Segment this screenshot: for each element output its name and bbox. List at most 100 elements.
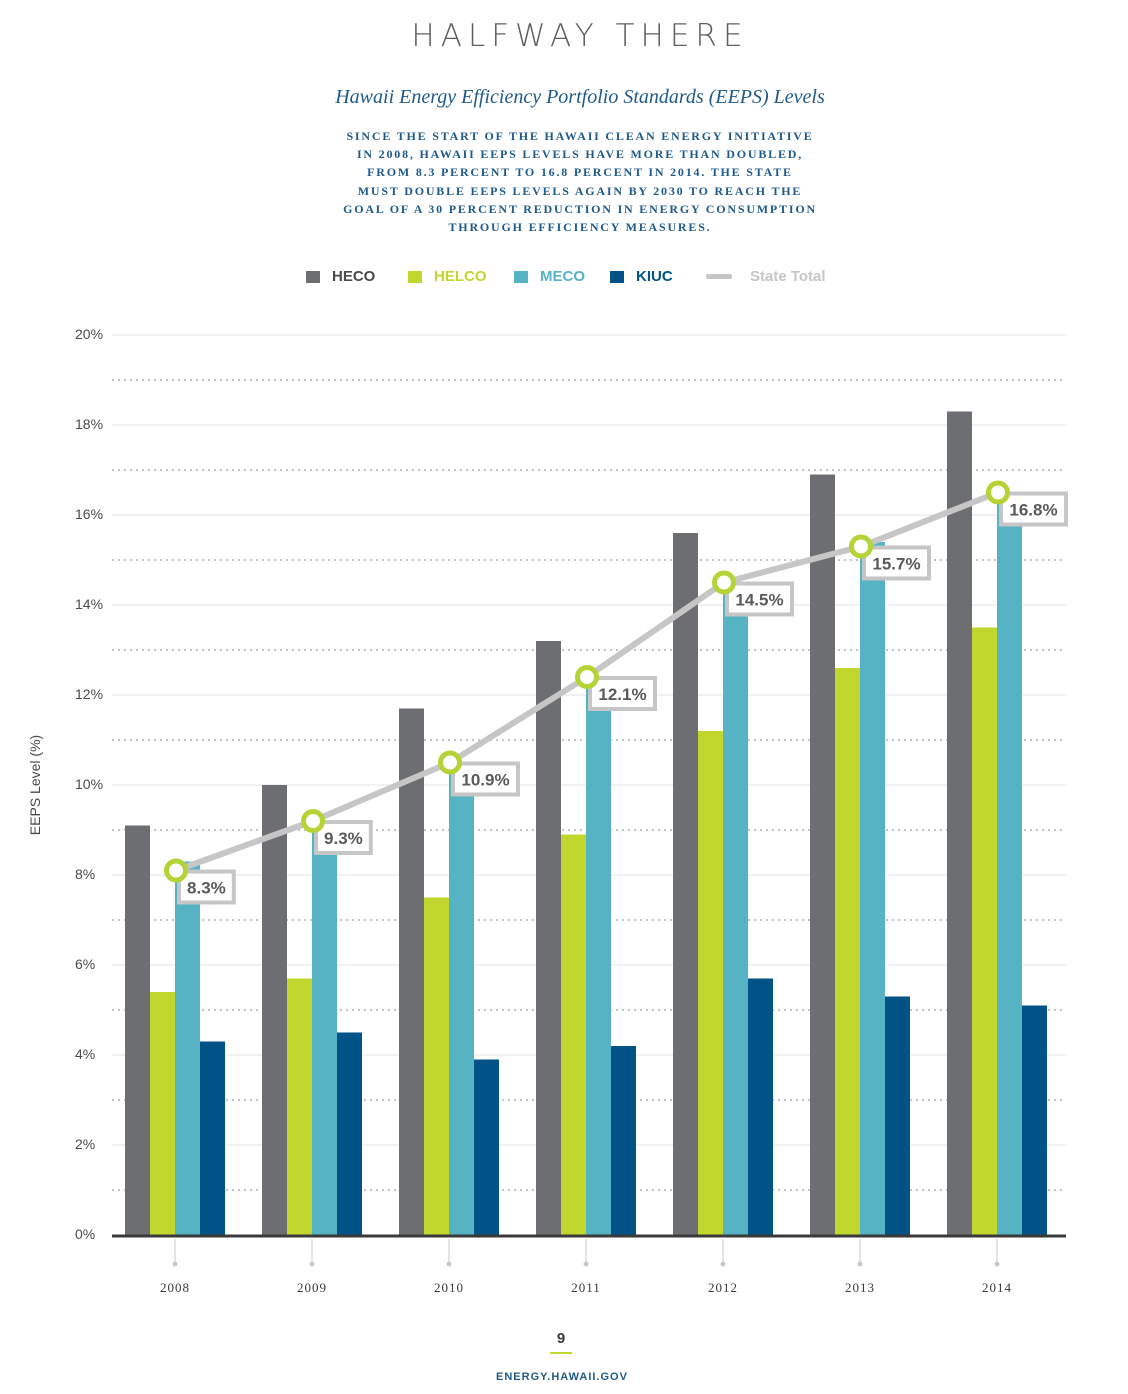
x-tick-label: 2013 [845, 1280, 875, 1295]
state-total-label-box [314, 820, 373, 855]
state-total-label-box [177, 869, 236, 905]
state-total-marker [301, 809, 325, 833]
bar-helco [561, 834, 586, 1235]
state-total-label-box [725, 581, 794, 617]
chart-subtitle: Hawaii Energy Efficiency Portfolio Stand… [335, 86, 825, 108]
bar-kiuc [611, 1046, 636, 1235]
intro-line: SINCE THE START OF THE HAWAII CLEAN ENER… [346, 129, 814, 143]
bar-kiuc [200, 1041, 225, 1235]
state-total-label-box [862, 545, 931, 581]
x-tick-label: 2012 [708, 1280, 738, 1295]
bar-heco [125, 825, 150, 1235]
bar-kiuc [1022, 1005, 1047, 1235]
bar-kiuc [474, 1059, 499, 1235]
bar-heco [262, 785, 287, 1235]
x-tick-dot [994, 1261, 1000, 1267]
page-title: HALFWAY THERE [411, 18, 749, 54]
bar-heco [399, 708, 424, 1235]
state-total-data-label: 16.8% [1009, 501, 1057, 520]
x-tick-label: 2009 [297, 1280, 327, 1295]
legend-item-state-total: State Total [706, 268, 826, 285]
bar-chart: 0% 2% 4% 6% 8% 10% 12% 14% 16% 18% 20% EEPS Level (… [27, 326, 1068, 1295]
intro-line: MUST DOUBLE EEPS LEVELS AGAIN BY 2030 TO… [357, 183, 803, 198]
x-tick-label: 2011 [571, 1280, 601, 1295]
legend-item-meco: MECO [514, 268, 585, 285]
state-total-data-label: 14.5% [735, 591, 783, 610]
legend-label-meco: MECO [540, 268, 585, 285]
legend-item-kiuc: KIUC [610, 268, 673, 285]
legend-swatch-kiuc [610, 270, 624, 283]
legend-item-helco: HELCO [408, 268, 487, 285]
intro-text: SINCE THE START OF THE HAWAII CLEAN ENER… [316, 127, 844, 236]
state-total-marker [438, 750, 462, 775]
state-total-data-label: 8.3% [187, 879, 226, 898]
state-total-data-label: 9.3% [324, 829, 363, 848]
x-tick-dot [309, 1261, 315, 1267]
x-tick-dot [583, 1261, 589, 1267]
legend-swatch-meco [514, 270, 528, 283]
y-tick-label: 18% [75, 416, 103, 432]
x-tick-dot [172, 1261, 178, 1267]
y-tick-label: 6% [75, 956, 95, 972]
x-tick-label: 2014 [982, 1280, 1012, 1295]
x-tick-dot [446, 1261, 452, 1267]
bar-helco [972, 627, 997, 1235]
intro-line: GOAL OF A 30 PERCENT REDUCTION IN ENERGY… [343, 201, 817, 216]
bar-heco [536, 641, 561, 1235]
bar-helco [150, 992, 175, 1235]
bar-meco [997, 492, 1022, 1235]
bar-heco [947, 411, 972, 1235]
bar-helco [835, 668, 860, 1235]
state-total-marker [575, 665, 599, 689]
state-total-marker [986, 480, 1010, 505]
y-tick-label: 20% [75, 326, 103, 342]
footer-url: ENERGY.HAWAII.GOV [496, 1371, 628, 1383]
bar-meco [723, 591, 748, 1235]
legend-label-helco: HELCO [434, 268, 487, 285]
legend-label-kiuc: KIUC [636, 268, 673, 285]
bar-heco [810, 474, 835, 1235]
state-total-marker [164, 858, 188, 883]
x-tick-dot [857, 1261, 863, 1267]
intro-line: FROM 8.3 PERCENT TO 16.8 PERCENT IN 2014… [367, 165, 793, 180]
legend-swatch-helco [408, 270, 422, 283]
bar-kiuc [748, 978, 773, 1235]
y-tick-label: 4% [75, 1046, 95, 1062]
y-tick-label: 2% [75, 1136, 95, 1152]
state-total-label-box [451, 761, 520, 797]
y-tick-label: 8% [75, 866, 95, 882]
bar-meco [586, 681, 611, 1235]
intro-line: IN 2008, HAWAII EEPS LEVELS HAVE MORE TH… [356, 147, 804, 162]
x-tick-label: 2008 [160, 1280, 190, 1295]
y-tick-label: 10% [75, 776, 103, 792]
legend-swatch-heco [306, 270, 320, 283]
x-tick-label: 2010 [434, 1280, 464, 1295]
bar-helco [424, 897, 449, 1235]
state-total-data-label: 15.7% [872, 555, 920, 574]
bar-heco [673, 533, 698, 1235]
y-tick-label: 12% [75, 686, 103, 702]
bar-kiuc [885, 996, 910, 1235]
state-total-data-label: 10.9% [461, 771, 509, 790]
bar-meco [449, 762, 474, 1235]
page-number-rule [550, 1352, 572, 1354]
bar-meco [312, 821, 337, 1235]
state-total-label-box [999, 491, 1068, 527]
state-total-data-label: 12.1% [598, 685, 646, 704]
bar-meco [175, 861, 200, 1235]
y-tick-label: 0% [75, 1226, 95, 1242]
page-number: 9 [556, 1330, 566, 1347]
y-tick-label: 16% [75, 506, 103, 522]
bar-meco [860, 542, 885, 1235]
chart-legend: HECO HELCO MECO KIUC State Total [0, 268, 1128, 290]
state-total-marker [712, 570, 736, 595]
state-total-marker [849, 534, 873, 559]
bar-helco [698, 731, 723, 1235]
legend-item-heco: HECO [306, 268, 375, 285]
legend-label-state-total: State Total [750, 268, 826, 285]
bar-kiuc [337, 1032, 362, 1235]
x-tick-dot [720, 1261, 726, 1267]
y-axis-title: EEPS Level (%) [27, 735, 43, 835]
legend-swatch-state-total [706, 274, 732, 279]
intro-line: THROUGH EFFICIENCY MEASURES. [448, 220, 712, 235]
